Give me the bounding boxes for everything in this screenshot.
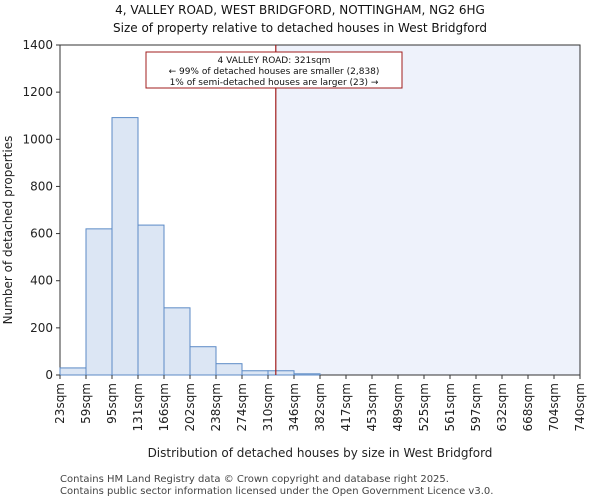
x-tick-label-310sqm: 310sqm (261, 383, 275, 431)
x-tick-label-202sqm: 202sqm (183, 383, 197, 431)
x-tick-label-95sqm: 95sqm (105, 383, 119, 424)
footer-line-2: Contains public sector information licen… (60, 486, 493, 497)
x-tick-label-632sqm: 632sqm (495, 383, 509, 431)
x-tick-label-668sqm: 668sqm (521, 383, 535, 431)
bar-131sqm (137, 224, 165, 376)
x-tick-label-238sqm: 238sqm (209, 383, 223, 431)
bar-95sqm (111, 117, 139, 376)
y-tick-label-1400: 1400 (22, 38, 53, 52)
y-tick-label-1200: 1200 (22, 85, 53, 99)
footer-line-1: Contains HM Land Registry data © Crown c… (60, 474, 449, 485)
bar-23sqm (59, 367, 87, 376)
x-tick-label-166sqm: 166sqm (157, 383, 171, 431)
bar-166sqm (163, 307, 191, 376)
bar-59sqm (85, 228, 113, 376)
bar-202sqm (189, 346, 217, 376)
y-axis-label: Number of detached properties (1, 136, 15, 325)
y-tick-label-0: 0 (45, 368, 53, 382)
x-tick-label-525sqm: 525sqm (417, 383, 431, 431)
annotation-line-3: 1% of semi-detached houses are larger (2… (170, 78, 379, 88)
y-tick-label-800: 800 (30, 179, 53, 193)
x-tick-label-453sqm: 453sqm (365, 383, 379, 431)
x-tick-label-489sqm: 489sqm (391, 383, 405, 431)
x-tick-label-740sqm: 740sqm (573, 383, 587, 431)
annotation-box (145, 51, 403, 89)
bar-346sqm (293, 373, 321, 376)
x-tick-label-704sqm: 704sqm (547, 383, 561, 431)
x-tick-label-597sqm: 597sqm (469, 383, 483, 431)
x-tick-label-131sqm: 131sqm (131, 383, 145, 431)
x-tick-label-23sqm: 23sqm (53, 383, 67, 424)
x-tick-label-382sqm: 382sqm (313, 383, 327, 431)
annotation-line-2: ← 99% of detached houses are smaller (2,… (169, 67, 380, 77)
x-tick-label-561sqm: 561sqm (443, 383, 457, 431)
x-tick-label-346sqm: 346sqm (287, 383, 301, 431)
bar-274sqm (241, 370, 269, 376)
highlight-region (275, 45, 580, 375)
y-tick-label-200: 200 (30, 321, 53, 335)
x-tick-label-59sqm: 59sqm (79, 383, 93, 424)
chart-subtitle: Size of property relative to detached ho… (113, 21, 487, 35)
bar-238sqm (215, 363, 243, 376)
bar-310sqm (267, 370, 295, 376)
y-tick-label-400: 400 (30, 274, 53, 288)
y-tick-label-600: 600 (30, 227, 53, 241)
x-axis-label: Distribution of detached houses by size … (148, 446, 493, 460)
x-tick-label-274sqm: 274sqm (235, 383, 249, 431)
chart-title: 4, VALLEY ROAD, WEST BRIDGFORD, NOTTINGH… (115, 3, 485, 17)
annotation-line-1: 4 VALLEY ROAD: 321sqm (218, 56, 331, 66)
y-tick-label-1000: 1000 (22, 132, 53, 146)
x-tick-label-417sqm: 417sqm (339, 383, 353, 431)
plot-area: 0 200 400 600 800 1000 1200 1400 23sqm 59sqm 95sqm… (22, 38, 587, 431)
